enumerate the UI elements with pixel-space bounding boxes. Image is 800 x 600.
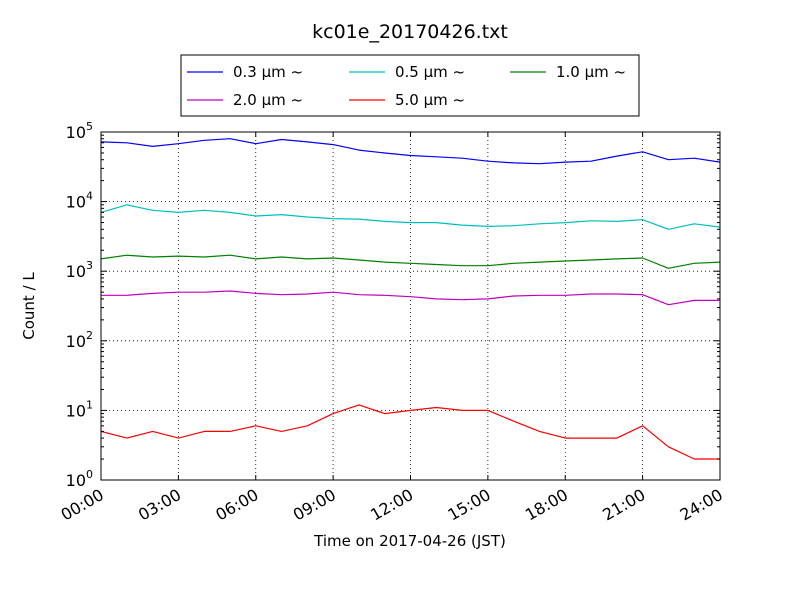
y-tick-exponent: 2 [86,329,93,342]
series-line-3 [100,254,721,269]
y-tick-label: 100 [66,468,93,490]
y-tick-exponent: 0 [86,468,93,481]
y-tick-label: 105 [66,120,93,142]
legend-label: 0.3 μm ~ [233,63,303,81]
x-tick-label: 15:00 [444,485,493,525]
y-tick-base: 10 [66,123,86,142]
x-tick-label: 12:00 [367,485,416,525]
legend-label: 5.0 μm ~ [395,91,465,109]
series-layer [100,138,721,460]
legend-label: 1.0 μm ~ [556,63,626,81]
y-axis-label: Count / L [20,272,38,340]
x-tick-label: 06:00 [212,485,261,525]
legend: 0.3 μm ~ 0.5 μm ~ 1.0 μm ~ 2.0 μm ~ 5.0 μm ~ [180,54,640,117]
x-tick-label: 24:00 [677,485,726,525]
series-line-4 [101,290,720,306]
series-line-1 [100,138,721,165]
x-tick-label: 18:00 [522,485,571,525]
x-tick-label: 21:00 [599,485,648,525]
x-axis-label: Time on 2017-04-26 (JST) [313,532,506,550]
legend-box [180,54,640,117]
y-tick-exponent: 4 [86,190,93,203]
y-tick-base: 10 [66,401,86,420]
x-tick-label: 00:00 [58,485,107,525]
y-tick-base: 10 [66,471,86,490]
y-tick-base: 10 [66,193,86,212]
y-tick-label: 103 [66,259,93,281]
legend-label: 0.5 μm ~ [395,63,465,81]
chart-title: kc01e_20170426.txt [312,21,508,43]
y-tick-base: 10 [66,262,86,281]
y-tick-base: 10 [66,332,86,351]
axis-layer: 00:00 03:00 06:00 09:00 12:00 15:00 18:00 21:00… [58,120,726,525]
y-tick-label: 101 [66,398,93,420]
y-tick-exponent: 1 [86,398,93,411]
legend-label: 2.0 μm ~ [233,91,303,109]
y-tick-label: 104 [66,190,93,212]
plot-frame [100,131,721,481]
y-tick-label: 102 [66,329,93,351]
y-tick-exponent: 5 [86,120,93,133]
y-tick-exponent: 3 [86,259,93,272]
x-tick-label: 09:00 [290,485,339,525]
series-line-2 [100,204,721,230]
series-line-5 [100,404,720,460]
grid [101,132,720,480]
x-tick-label: 03:00 [135,485,184,525]
